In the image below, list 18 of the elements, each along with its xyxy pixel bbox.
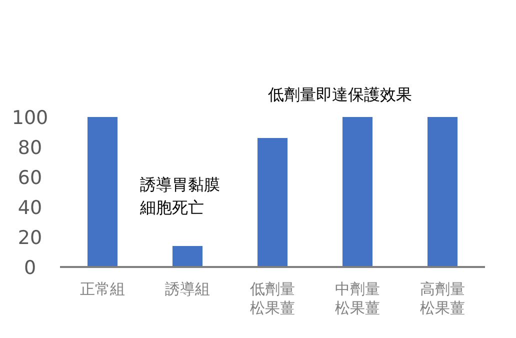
text: 低劑量即達保護效果 [268,85,412,104]
x-tick-label: 低劑量松果薑 [250,280,295,317]
y-tick-label: 60 [18,167,42,189]
bar [428,117,458,267]
y-tick-label: 40 [18,197,42,219]
x-tick-label: 中劑量松果薑 [335,280,380,317]
x-tick-label: 高劑量松果薑 [420,280,465,317]
bar [88,117,118,267]
y-tick-label: 20 [18,227,42,249]
bar [342,117,372,267]
annotation: 誘導胃黏膜細胞死亡 [139,175,220,217]
bar [172,246,202,267]
bar [258,138,288,267]
y-tick-label: 100 [12,107,48,129]
y-tick-label: 80 [18,137,42,159]
x-tick-label: 正常組 [80,280,125,298]
y-tick-label: 0 [24,257,36,279]
x-tick-label: 誘導組 [165,280,210,298]
